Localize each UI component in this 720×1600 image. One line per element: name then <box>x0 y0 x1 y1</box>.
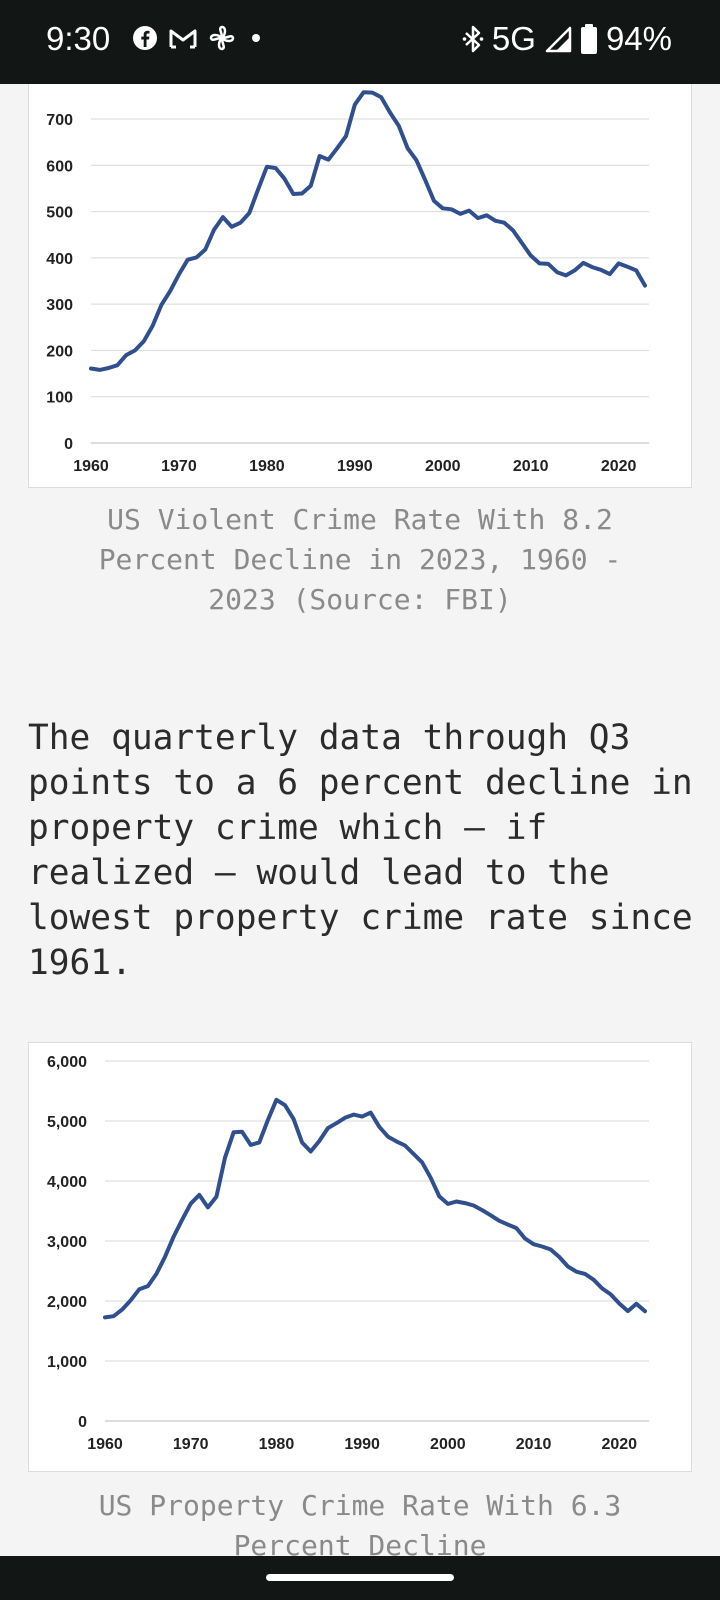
status-time: 9:30 <box>46 20 111 57</box>
y-tick-label: 2,000 <box>47 1294 87 1311</box>
battery-percent: 94% <box>605 20 672 57</box>
battery-icon <box>580 23 598 55</box>
x-tick-label: 2020 <box>601 458 637 475</box>
x-tick-label: 2000 <box>425 458 461 475</box>
gmail-icon <box>168 26 198 50</box>
x-tick-label: 1960 <box>87 1436 123 1453</box>
series-line <box>89 90 647 372</box>
series-line <box>103 1097 647 1320</box>
y-tick-label: 100 <box>46 390 73 407</box>
x-tick-label: 1980 <box>249 458 285 475</box>
facebook-icon <box>132 25 158 51</box>
x-tick-label: 1990 <box>344 1436 380 1453</box>
x-tick-label: 2010 <box>513 458 549 475</box>
y-tick-label: 300 <box>46 297 73 314</box>
x-tick-label: 2010 <box>516 1436 552 1453</box>
article-paragraph: The quarterly data through Q3 points to … <box>28 718 693 983</box>
violent-crime-chart-svg: 0 100 200 300 400 500 600 700 1960 1970 1980 1990 20… <box>46 90 649 475</box>
y-tick-label: 500 <box>46 205 73 222</box>
home-gesture-handle[interactable] <box>266 1574 454 1581</box>
navigation-bar <box>0 1556 720 1600</box>
x-tick-label: 1970 <box>161 458 197 475</box>
x-tick-label: 1990 <box>337 458 373 475</box>
status-bar: 9:30 <box>0 0 720 84</box>
y-tick-label: 5,000 <box>47 1114 87 1131</box>
violent-crime-caption: US Violent Crime Rate With 8.2 Percent D… <box>98 503 622 616</box>
dot-icon <box>246 28 266 48</box>
x-tick-label: 2020 <box>601 1436 637 1453</box>
y-tick-label: 700 <box>46 112 73 129</box>
y-tick-label: 3,000 <box>47 1234 87 1251</box>
bluetooth-icon <box>462 24 484 54</box>
x-tick-label: 1970 <box>173 1436 209 1453</box>
property-crime-chart: 0 1,000 2,000 3,000 4,000 5,000 6,000 1960 1970 1… <box>28 1042 692 1472</box>
signal-icon <box>544 25 572 53</box>
network-type: 5G <box>491 20 536 57</box>
property-crime-chart-svg: 0 1,000 2,000 3,000 4,000 5,000 6,000 1960 1970 1… <box>47 1054 649 1453</box>
system-status: 5G 94% <box>462 20 672 58</box>
notification-icons <box>132 24 266 52</box>
x-tick-label: 1980 <box>259 1436 295 1453</box>
y-tick-label: 6,000 <box>47 1054 87 1071</box>
y-tick-label: 200 <box>46 343 73 360</box>
y-tick-label: 1,000 <box>47 1354 87 1371</box>
y-tick-label: 4,000 <box>47 1174 87 1191</box>
violent-crime-chart: 0 100 200 300 400 500 600 700 1960 1970 1980 1990 20… <box>28 84 692 488</box>
property-crime-caption: US Property Crime Rate With 6.3 Percent … <box>98 1489 622 1562</box>
y-tick-label: 600 <box>46 158 73 175</box>
y-tick-label: 400 <box>46 251 73 268</box>
x-tick-label: 1960 <box>73 458 109 475</box>
pinwheel-icon <box>208 24 236 52</box>
y-tick-label: 0 <box>78 1414 87 1431</box>
x-tick-label: 2000 <box>430 1436 466 1453</box>
y-tick-label: 0 <box>64 436 73 453</box>
